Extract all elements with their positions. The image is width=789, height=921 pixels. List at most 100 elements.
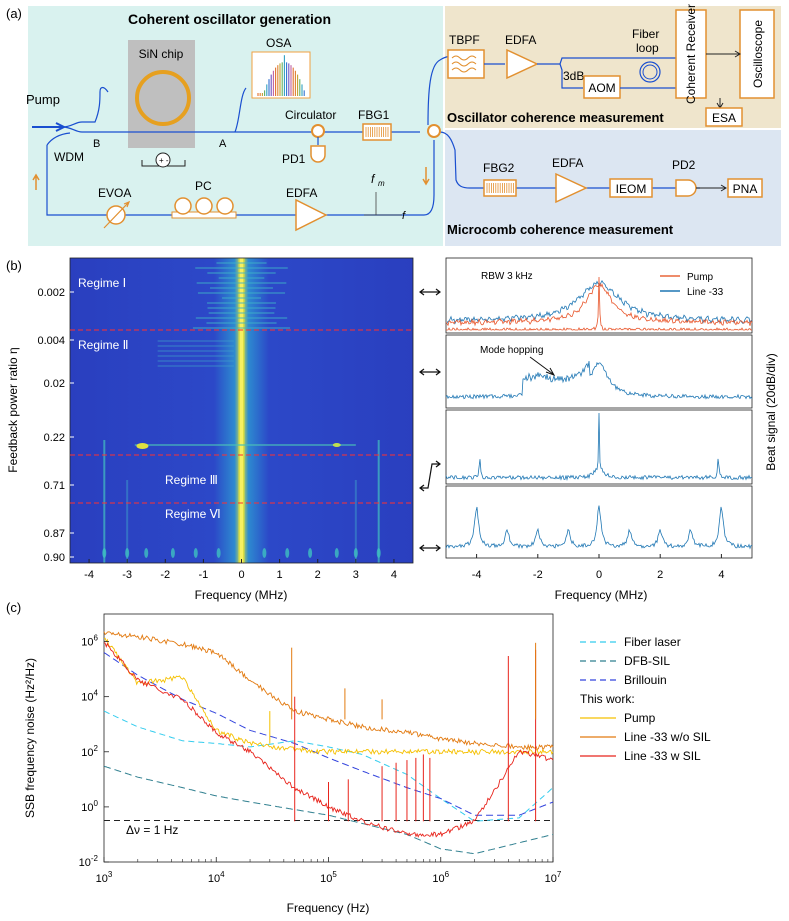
spectra-xlabel: Frequency (MHz) [555, 588, 648, 602]
oscillator-measure-title: Oscillator coherence measurement [447, 110, 664, 125]
fbg2-label: FBG2 [483, 161, 515, 175]
coupler-label: 3dB [563, 69, 584, 83]
legend-entry-label: Brillouin [624, 673, 667, 687]
circulator-icon [312, 125, 324, 137]
edfa-bottom-label: EDFA [552, 156, 583, 170]
heatmap-x-tick-label: 0 [238, 569, 244, 581]
beat-spectra: -4 -2 0 2 4 [446, 258, 752, 581]
heatmap-y-tick-label: 0.90 [44, 552, 65, 564]
noise-legend: Fiber laser DFB-SIL Brillouin This work: Pum… [580, 635, 711, 763]
panel-label-c: (c) [6, 600, 21, 615]
sin-chip-label: SiN chip [139, 47, 184, 61]
pc-paddle-3-icon [217, 198, 233, 214]
spectra-x-tick-label: 2 [657, 569, 663, 581]
heatmap-x-tick-label: -3 [122, 569, 132, 581]
svg-text:+ -: + - [159, 156, 169, 165]
circulator-2-icon [428, 125, 440, 137]
legend-pump-label: Pump [687, 272, 714, 283]
heatmap-ylabel: Feedback power ratio η [6, 347, 20, 472]
noise-y-tick-label: 102 [81, 744, 98, 759]
regime-2-label: Regime Ⅱ [78, 338, 129, 352]
heatmap-x-tick-label: -4 [84, 569, 94, 581]
noise-ylabel: SSB frequency noise (Hz²/Hz) [23, 658, 37, 818]
legend-entry-label: Fiber laser [624, 635, 681, 649]
coherent-receiver-label: Coherent Receiver [684, 4, 698, 104]
heatmap-y-tick-label: 0.87 [44, 528, 65, 540]
noise-x-tick-label: 107 [545, 870, 562, 885]
regime-4-label: Regime Ⅵ [165, 507, 221, 521]
heatmap-y-ticks: 0.002 0.004 0.02 0.22 0.71 0.87 0.90 [37, 287, 74, 564]
fbg1-label: FBG1 [358, 108, 390, 122]
pump-label: Pump [26, 92, 60, 107]
rbw-label: RBW 3 kHz [481, 271, 533, 282]
svg-text:m: m [378, 179, 385, 188]
spectra-x-tick-label: 0 [596, 569, 602, 581]
pc-paddle-1-icon [175, 198, 191, 214]
noise-xlabel: Frequency (Hz) [287, 901, 370, 915]
a-label: A [219, 138, 227, 150]
pd2-label: PD2 [672, 158, 696, 172]
regime-1-label: Regime Ⅰ [78, 276, 126, 290]
pd2-icon [676, 180, 696, 196]
ieom-label: IEOM [616, 182, 647, 196]
pna-label: PNA [733, 182, 758, 196]
link-arrow-1-icon [420, 289, 440, 295]
heatmap-x-tick-label: -2 [160, 569, 170, 581]
edfa-top-label: EDFA [505, 33, 536, 47]
pc-paddle-2-icon [196, 198, 212, 214]
legend-entry-label: Line -33 w/o SIL [624, 730, 711, 744]
spectra-x-tick-label: 4 [718, 569, 724, 581]
noise-x-tick-label: 103 [96, 870, 113, 885]
wdm-label: WDM [54, 150, 84, 164]
link-arrow-4-icon [420, 545, 440, 551]
legend-entry-label: Pump [624, 711, 656, 725]
osa-label: OSA [266, 36, 291, 50]
tbpf-icon [448, 50, 484, 78]
regime-3-label: Regime Ⅲ [165, 473, 218, 487]
fiber-loop-label-1: Fiber [632, 27, 659, 41]
heatmap-y-tick-label: 0.02 [44, 378, 65, 390]
heatmap-x-tick-label: 3 [353, 569, 359, 581]
link-arrow-3-icon [420, 461, 440, 491]
panel-label-b: (b) [6, 258, 22, 273]
heatmap-x-tick-label: -1 [198, 569, 208, 581]
linewidth-annotation: Δν = 1 Hz [126, 823, 178, 837]
noise-x-tick-label: 104 [208, 870, 225, 885]
generation-title: Coherent oscillator generation [128, 11, 331, 27]
oscilloscope-label: Oscilloscope [751, 20, 765, 88]
legend-entry-label: DFB-SIL [624, 654, 670, 668]
pd1-label: PD1 [282, 152, 306, 166]
mode-hopping-label: Mode hopping [480, 345, 543, 356]
noise-y-tick-label: 104 [81, 689, 98, 704]
noise-y-tick-label: 10-2 [79, 854, 99, 869]
heatmap-y-tick-label: 0.002 [37, 287, 65, 299]
heatmap-x-tick-label: 2 [315, 569, 321, 581]
noise-y-tick-label: 106 [81, 634, 98, 649]
link-arrow-2-icon [420, 369, 440, 375]
legend-entry-label: Line -33 w SIL [624, 749, 701, 763]
heatmap-y-tick-label: 0.004 [37, 335, 65, 347]
edfa-label: EDFA [286, 186, 317, 200]
pc-label: PC [195, 179, 212, 193]
b-label: B [93, 138, 100, 150]
microcomb-measure-title: Microcomb coherence measurement [447, 222, 674, 237]
heatmap-xlabel: Frequency (MHz) [195, 588, 288, 602]
fiber-loop-label-2: loop [636, 41, 659, 55]
heatmap-y-tick-label: 0.22 [44, 432, 65, 444]
heatmap-x-tick-label: 4 [391, 569, 397, 581]
noise-y-tick-label: 100 [81, 799, 98, 814]
tbpf-label: TBPF [449, 33, 480, 47]
osa-screen [252, 52, 310, 98]
legend-header: This work: [580, 692, 635, 706]
panel-label-a: (a) [6, 6, 22, 21]
circulator-label: Circulator [285, 108, 336, 122]
spectrum-panel [446, 486, 752, 558]
esa-label: ESA [712, 111, 736, 125]
spectra-x-tick-label: -2 [533, 569, 543, 581]
heatmap-y-tick-label: 0.71 [44, 480, 65, 492]
heatmap-x-tick-label: 1 [277, 569, 283, 581]
legend-line33-label: Line -33 [687, 287, 724, 298]
noise-x-tick-label: 105 [320, 870, 337, 885]
pd1-icon [311, 146, 325, 162]
